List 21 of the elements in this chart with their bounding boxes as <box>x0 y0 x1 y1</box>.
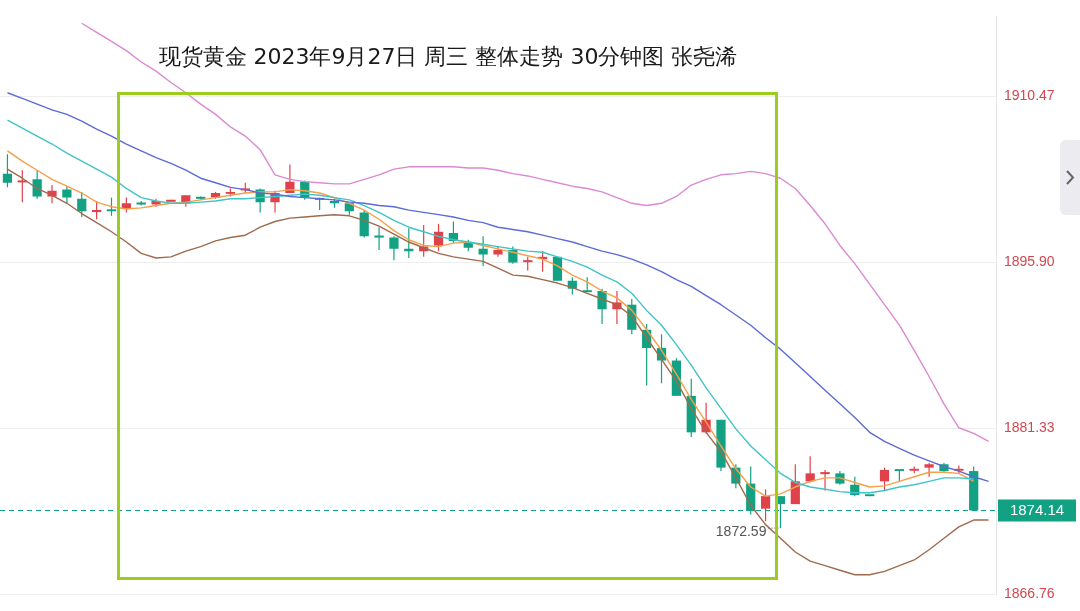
y-tick-label: 1881.33 <box>1004 419 1055 436</box>
text: 现货黄金 2023年9月27日 周三 整体走势 30分钟图 张尧浠 <box>157 43 739 71</box>
candlestick <box>805 455 815 484</box>
candlestick <box>924 462 934 478</box>
candlestick <box>760 488 771 522</box>
candlestick <box>91 200 103 220</box>
candlestick <box>373 226 385 251</box>
candlestick <box>819 469 831 492</box>
candlestick <box>77 191 87 218</box>
candlestick <box>597 288 607 325</box>
candlestick <box>359 209 369 239</box>
y-tick-label: 1895.90 <box>1004 253 1055 270</box>
y-tick-label: 1910.47 <box>1004 87 1055 104</box>
candlestick <box>389 235 399 261</box>
candlestick <box>478 235 488 267</box>
y-tick-label: 1866.76 <box>1004 585 1055 602</box>
annotation: 1872.59 <box>715 523 767 540</box>
candlestick <box>2 153 13 188</box>
ref-line-label: 1874.14 <box>1009 500 1065 518</box>
candlestick <box>879 467 890 492</box>
candlestick <box>16 169 28 203</box>
